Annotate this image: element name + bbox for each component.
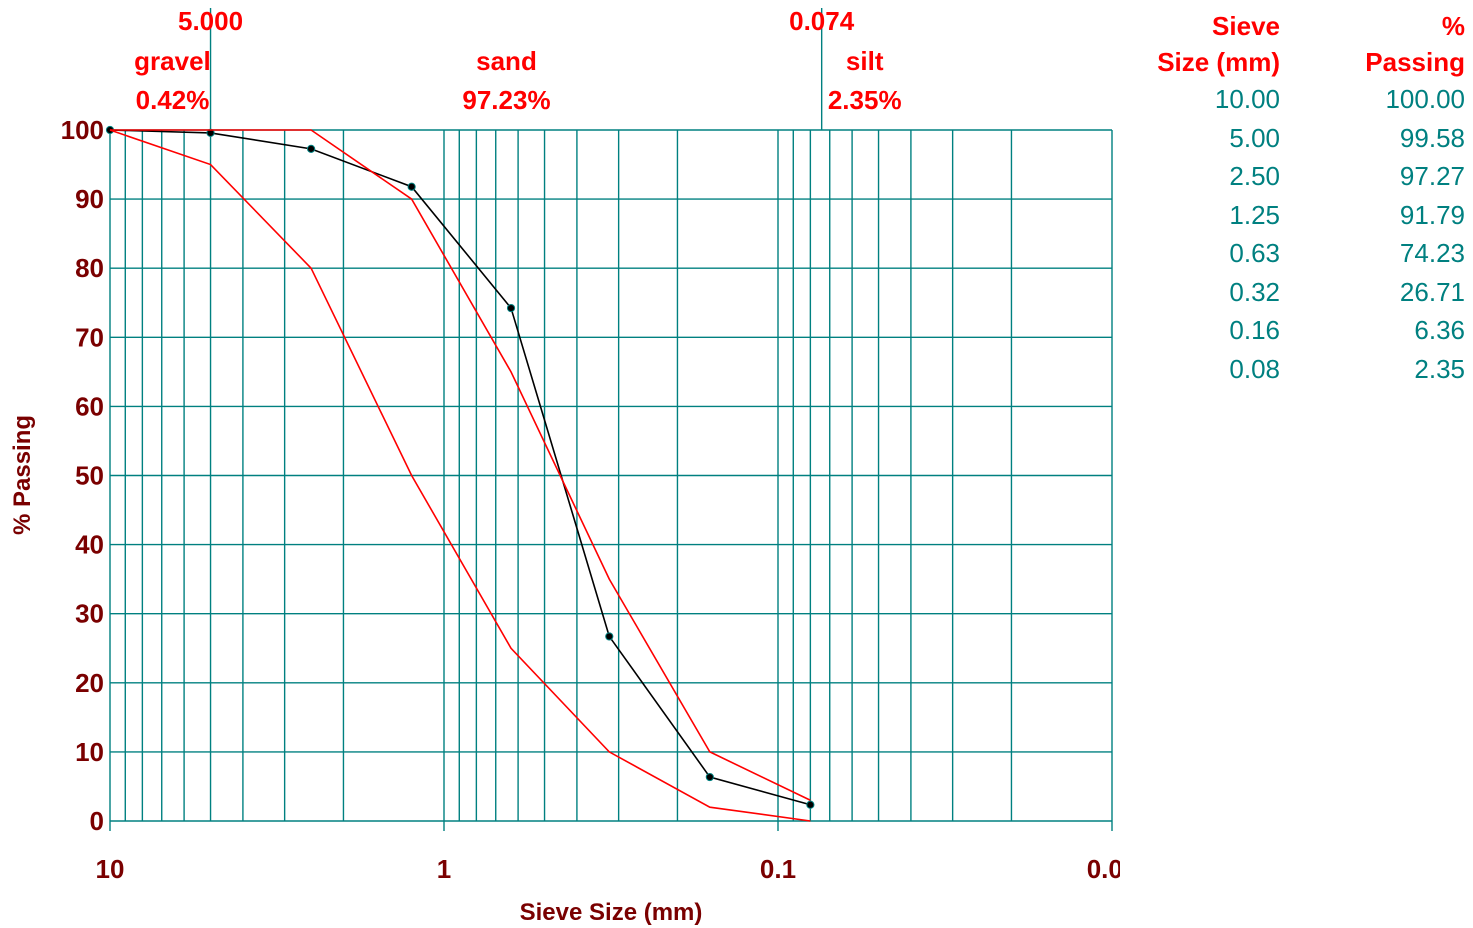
percent-passing-cell: 26.71 bbox=[1399, 276, 1465, 307]
x-tick-label: 10 bbox=[96, 854, 125, 884]
zone-percent-label: 97.23% bbox=[462, 85, 550, 115]
percent-passing-cell: 97.27 bbox=[1399, 161, 1465, 191]
y-tick-label: 10 bbox=[75, 737, 104, 767]
grain-size-chart: 5.000 0.074 0 10 20 30 40 50 60 70 80 90 100 10 1 0.1… bbox=[9, 6, 1120, 926]
sieve-size-cell: 0.08 bbox=[1229, 353, 1280, 384]
table-row: 0.32 26.71 bbox=[1120, 273, 1465, 312]
y-axis-title: % Passing bbox=[9, 415, 36, 535]
sieve-size-cell: 0.63 bbox=[1229, 238, 1280, 268]
x-tick-label: 0.01 bbox=[1087, 854, 1120, 884]
table-row: 10.00 100.00 bbox=[1120, 80, 1465, 119]
percent-passing-cell: 100.00 bbox=[1385, 84, 1465, 114]
header-sieve-size: Sieve Size (mm) bbox=[1120, 8, 1280, 80]
sieve-size-cell: 5.00 bbox=[1229, 122, 1280, 153]
y-tick-label: 80 bbox=[75, 253, 104, 283]
table-row: 1.25 91.79 bbox=[1120, 196, 1465, 235]
y-axis-ticks: 0 10 20 30 40 50 60 70 80 90 100 bbox=[61, 115, 104, 836]
zone-boundary-size-label: 0.074 bbox=[789, 6, 855, 36]
zone-name-label: silt bbox=[846, 46, 884, 76]
y-tick-label: 90 bbox=[75, 184, 104, 214]
percent-passing-cell: 6.36 bbox=[1414, 315, 1465, 345]
header-percent-passing-line-1: % bbox=[1441, 11, 1465, 41]
header-percent-passing-line-2: Passing bbox=[1365, 47, 1465, 77]
percent-passing-cell: 74.23 bbox=[1399, 238, 1465, 268]
data-point bbox=[806, 800, 815, 809]
sieve-size-cell: 10.00 bbox=[1214, 84, 1280, 114]
data-point bbox=[506, 303, 516, 313]
data-series bbox=[105, 125, 815, 822]
zone-name-label: gravel bbox=[134, 46, 211, 76]
data-point bbox=[407, 182, 416, 191]
table-row: 2.50 97.27 bbox=[1120, 157, 1465, 196]
y-tick-label: 30 bbox=[75, 599, 104, 629]
percent-passing-cell: 99.58 bbox=[1399, 122, 1465, 153]
zone-labels: gravel 0.42% sand 97.23% silt 2.35% bbox=[134, 46, 901, 115]
header-sieve-size-line-1: Sieve bbox=[1212, 11, 1280, 41]
y-tick-label: 0 bbox=[90, 806, 104, 836]
x-axis-title: Sieve Size (mm) bbox=[520, 899, 703, 926]
header-sieve-size-line-2: Size (mm) bbox=[1157, 47, 1280, 77]
zone-boundary-size-label: 5.000 bbox=[178, 6, 243, 36]
table-row: 0.16 6.36 bbox=[1120, 311, 1465, 350]
y-tick-label: 100 bbox=[61, 115, 104, 145]
zone-percent-label: 2.35% bbox=[828, 85, 902, 115]
x-tick-label: 0.1 bbox=[760, 854, 796, 884]
sieve-table-header: Sieve Size (mm) % Passing bbox=[1120, 8, 1465, 80]
sieve-size-cell: 0.32 bbox=[1229, 276, 1280, 307]
table-row: 0.08 2.35 bbox=[1120, 350, 1465, 389]
sieve-size-cell: 1.25 bbox=[1229, 199, 1280, 230]
percent-passing-cell: 91.79 bbox=[1399, 199, 1465, 230]
envelope-limit-curve bbox=[109, 129, 811, 822]
table-row: 5.00 99.58 bbox=[1120, 119, 1465, 158]
x-axis-ticks: 10 1 0.1 0.01 bbox=[96, 854, 1120, 884]
zone-percent-label: 0.42% bbox=[136, 85, 210, 115]
percent-passing-cell: 2.35 bbox=[1414, 353, 1465, 384]
header-percent-passing: % Passing bbox=[1292, 8, 1465, 80]
data-point bbox=[605, 632, 614, 641]
zone-name-label: sand bbox=[476, 46, 537, 76]
gradation-curve bbox=[109, 129, 811, 806]
data-point bbox=[705, 772, 714, 782]
table-row: 0.63 74.23 bbox=[1120, 234, 1465, 273]
sieve-table-body: 10.00 100.00 5.00 99.58 2.50 97.27 1.25 91.79 0.… bbox=[1120, 80, 1465, 388]
sieve-size-cell: 0.16 bbox=[1229, 315, 1280, 345]
y-tick-label: 20 bbox=[75, 668, 104, 698]
y-tick-label: 60 bbox=[75, 391, 104, 421]
y-tick-label: 70 bbox=[75, 322, 104, 352]
sieve-size-cell: 2.50 bbox=[1229, 161, 1280, 191]
envelope-limit-curve bbox=[110, 129, 811, 801]
x-tick-label: 1 bbox=[437, 854, 451, 884]
zone-boundaries: 5.000 0.074 bbox=[178, 6, 855, 130]
y-tick-label: 50 bbox=[75, 461, 104, 491]
sieve-table: Sieve Size (mm) % Passing 10.00 100.00 5.0… bbox=[1120, 8, 1465, 388]
grid bbox=[109, 129, 1113, 831]
data-point bbox=[306, 144, 316, 153]
y-tick-label: 40 bbox=[75, 530, 104, 560]
